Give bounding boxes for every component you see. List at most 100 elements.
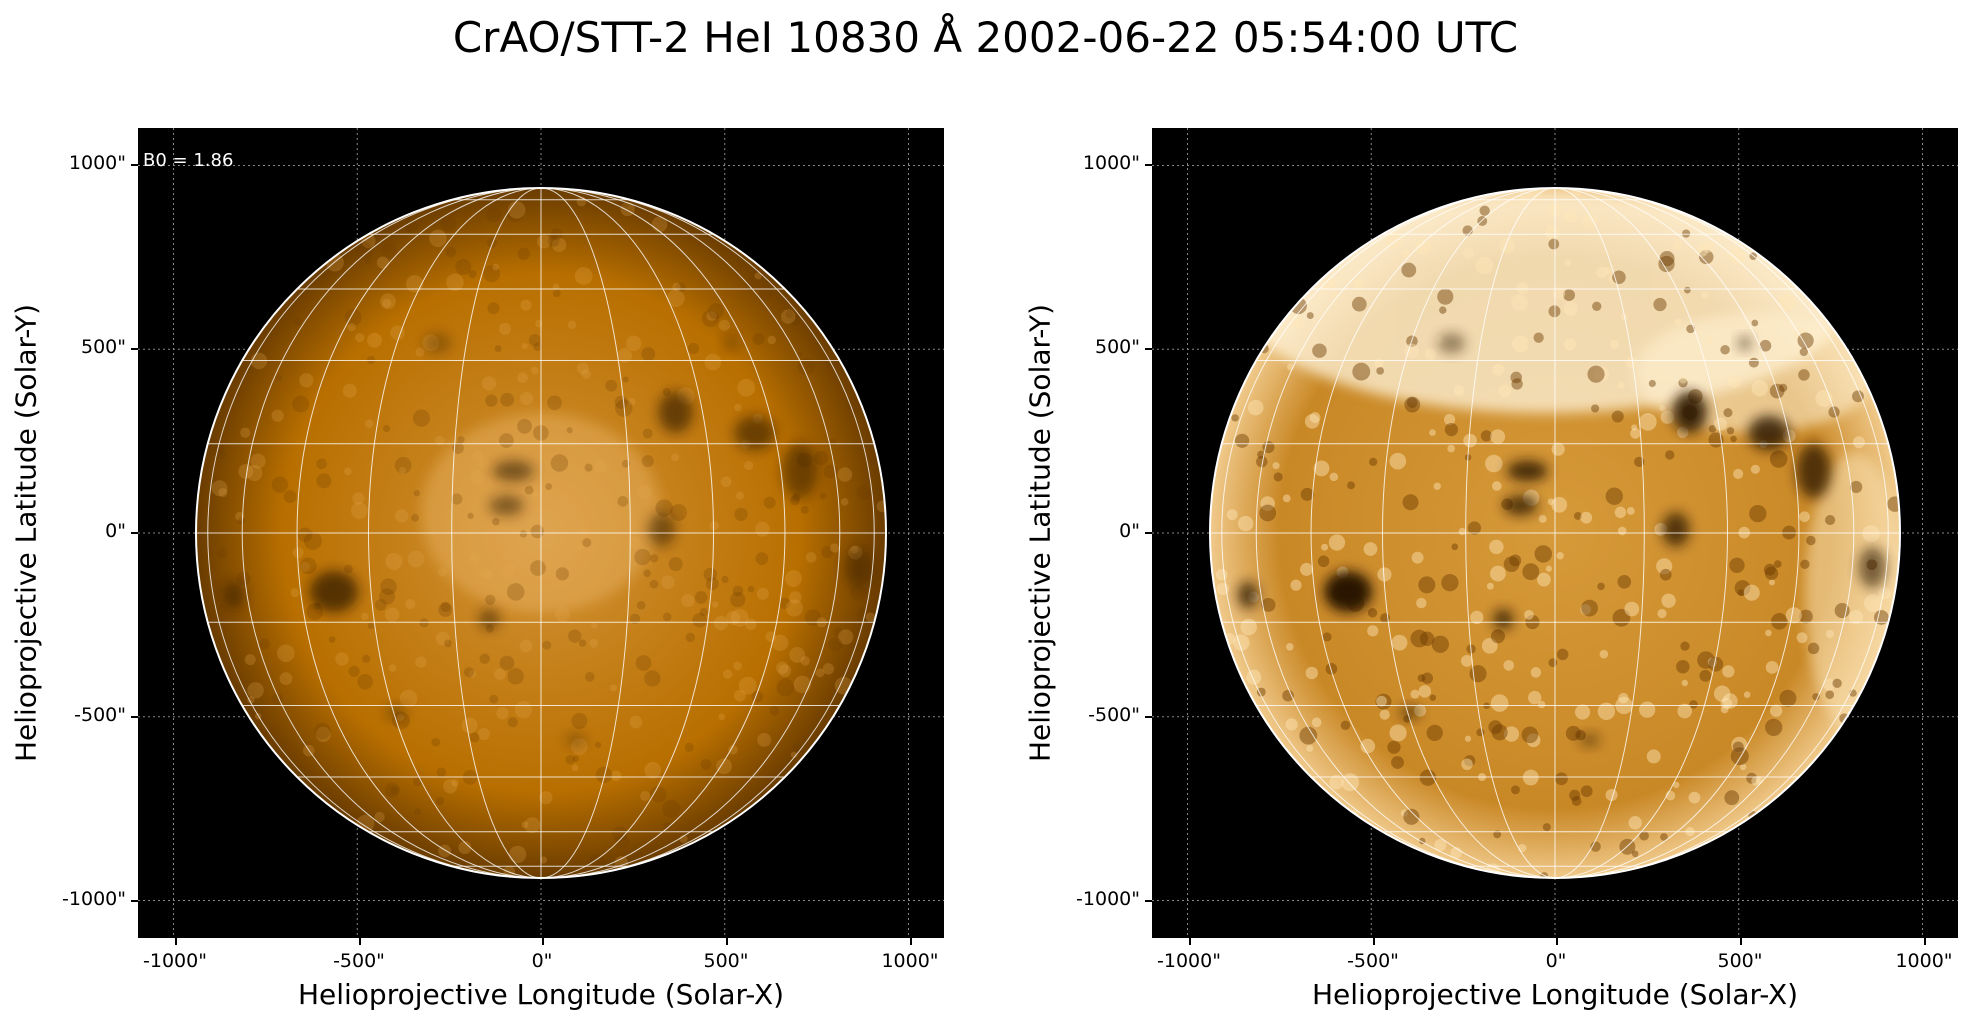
- granulation-spot: [415, 656, 427, 668]
- granulation-spot: [1530, 667, 1542, 678]
- dark-filament: [1237, 581, 1259, 609]
- granulation-spot: [668, 557, 683, 572]
- left-ytick-mark: [131, 900, 138, 902]
- granulation-spot: [1769, 450, 1788, 468]
- granulation-spot: [1580, 511, 1593, 524]
- granulation-spot: [550, 228, 563, 241]
- granulation-spot: [1743, 584, 1760, 601]
- granulation-spot: [1773, 560, 1782, 568]
- granulation-spot: [335, 652, 349, 666]
- granulation-spot: [380, 578, 397, 596]
- granulation-spot: [797, 357, 816, 376]
- granulation-spot: [716, 758, 732, 775]
- granulation-spot: [1483, 702, 1490, 710]
- granulation-spot: [443, 779, 458, 794]
- granulation-spot: [507, 717, 518, 728]
- granulation-spot: [356, 814, 375, 833]
- granulation-spot: [361, 233, 376, 249]
- right-ytick-label: -500": [1088, 704, 1140, 726]
- granulation-spot: [789, 495, 800, 506]
- granulation-spot: [521, 821, 529, 829]
- granulation-spot: [468, 269, 477, 279]
- dark-filament: [734, 415, 776, 451]
- granulation-spot: [1674, 318, 1682, 327]
- dark-filament: [1323, 570, 1373, 613]
- granulation-spot: [1419, 631, 1435, 646]
- granulation-spot: [392, 711, 410, 730]
- granulation-spot: [1743, 691, 1751, 698]
- granulation-spot: [582, 538, 592, 548]
- granulation-spot: [1450, 847, 1463, 859]
- granulation-spot: [662, 612, 672, 622]
- granulation-spot: [1437, 288, 1454, 305]
- granulation-spot: [1488, 720, 1503, 734]
- left-xtick-mark: [726, 938, 728, 945]
- granulation-spot: [828, 637, 843, 652]
- dark-filament: [1661, 512, 1690, 547]
- right-xtick-mark: [1189, 938, 1191, 945]
- granulation-spot: [591, 622, 598, 629]
- granulation-spot: [396, 713, 405, 721]
- granulation-spot: [571, 713, 588, 730]
- dark-filament: [1579, 733, 1600, 747]
- granulation-spot: [547, 235, 560, 247]
- granulation-spot: [1839, 713, 1850, 724]
- granulation-spot: [1605, 487, 1623, 505]
- granulation-spot: [1403, 808, 1420, 825]
- granulation-spot: [1321, 543, 1329, 551]
- granulation-spot: [605, 379, 618, 392]
- dark-filament: [565, 733, 586, 747]
- granulation-spot: [1614, 506, 1627, 519]
- granulation-spot: [1575, 704, 1591, 720]
- granulation-spot: [1799, 511, 1810, 523]
- granulation-spot: [628, 536, 642, 550]
- granulation-spot: [589, 638, 599, 648]
- granulation-spot: [708, 303, 724, 320]
- granulation-spot: [316, 473, 332, 489]
- granulation-spot: [1246, 669, 1262, 685]
- granulation-spot: [730, 608, 749, 627]
- granulation-spot: [789, 315, 801, 327]
- granulation-spot: [521, 342, 528, 350]
- granulation-spot: [325, 253, 344, 272]
- granulation-spot: [1759, 439, 1768, 448]
- granulation-spot: [299, 557, 317, 575]
- granulation-spot: [752, 413, 763, 424]
- granulation-spot: [1699, 669, 1712, 682]
- granulation-spot: [610, 684, 618, 692]
- granulation-spot: [275, 374, 283, 381]
- granulation-spot: [469, 732, 480, 743]
- granulation-spot: [789, 591, 802, 604]
- granulation-spot: [271, 476, 289, 493]
- dark-filament: [1503, 495, 1538, 516]
- granulation-spot: [344, 308, 362, 326]
- granulation-spot: [1461, 654, 1473, 667]
- granulation-spot: [1863, 594, 1882, 612]
- granulation-spot: [508, 845, 527, 864]
- granulation-spot: [1511, 335, 1529, 353]
- granulation-spot: [1461, 758, 1473, 771]
- granulation-spot: [805, 552, 817, 563]
- granulation-spot: [422, 334, 440, 352]
- granulation-spot: [626, 335, 642, 351]
- granulation-spot: [850, 584, 867, 601]
- granulation-spot: [1385, 231, 1403, 249]
- granulation-spot: [1630, 428, 1641, 439]
- granulation-spot: [1746, 772, 1758, 784]
- granulation-spot: [1659, 405, 1666, 412]
- granulation-spot: [1734, 580, 1751, 596]
- granulation-spot: [1713, 685, 1731, 702]
- granulation-spot: [1551, 496, 1568, 513]
- granulation-spot: [755, 552, 769, 565]
- granulation-spot: [1548, 238, 1560, 250]
- granulation-spot: [1353, 278, 1366, 290]
- granulation-spot: [744, 276, 760, 292]
- granulation-spot: [1248, 591, 1260, 603]
- granulation-spot: [303, 531, 322, 550]
- granulation-spot: [1351, 296, 1367, 312]
- granulation-spot: [1548, 305, 1561, 318]
- dark-filament: [385, 705, 407, 720]
- granulation-spot: [1340, 720, 1351, 731]
- granulation-spot: [236, 571, 251, 586]
- granulation-spot: [1518, 843, 1527, 853]
